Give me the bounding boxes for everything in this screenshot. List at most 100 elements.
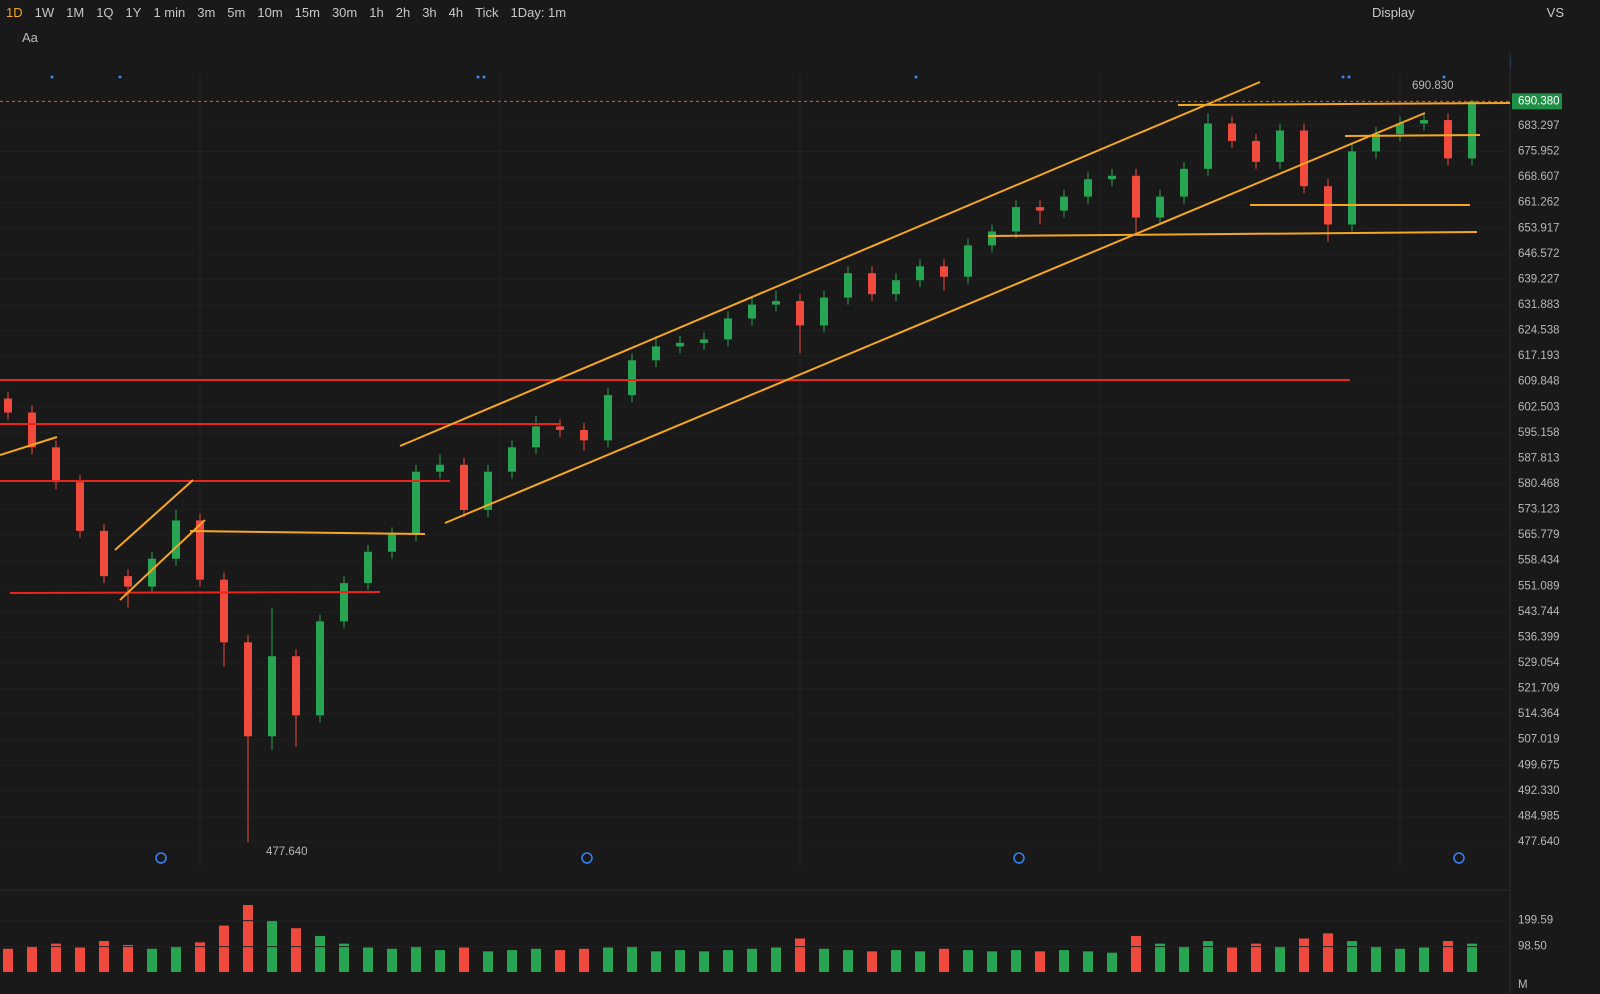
- candle-body: [1420, 120, 1428, 124]
- volume-bar: [3, 948, 13, 972]
- volume-bar: [1107, 952, 1117, 972]
- volume-bar: [1179, 946, 1189, 972]
- candle-body: [1156, 196, 1164, 218]
- volume-tick-label: 98.50: [1518, 941, 1547, 953]
- period-button[interactable]: Tick: [475, 4, 499, 20]
- volume-bar: [99, 941, 109, 972]
- volume-bar: [315, 935, 325, 972]
- interval-select[interactable]: 1Day: 1m: [510, 4, 567, 20]
- y-tick-label: 507.019: [1518, 734, 1560, 746]
- y-tick-label: 514.364: [1518, 708, 1560, 720]
- high-label: 690.830: [1412, 80, 1454, 92]
- period-button[interactable]: 1M: [66, 4, 85, 20]
- period-button[interactable]: 3m: [197, 4, 216, 20]
- volume-bar: [219, 925, 229, 972]
- candle-body: [820, 297, 828, 326]
- volume-bar: [1395, 948, 1405, 972]
- volume-bar: [1227, 947, 1237, 972]
- period-button[interactable]: 5m: [227, 4, 246, 20]
- y-tick-label: 580.468: [1518, 478, 1560, 490]
- candle-body: [1228, 123, 1236, 141]
- volume-bar: [963, 950, 973, 972]
- candle-body: [28, 412, 36, 448]
- volume-bar: [795, 938, 805, 972]
- y-tick-label: 602.503: [1518, 401, 1560, 413]
- volume-bar: [147, 948, 157, 972]
- y-tick-label: 477.640: [1518, 836, 1560, 848]
- volume-bar: [363, 947, 373, 972]
- y-tick-label: 587.813: [1518, 452, 1560, 464]
- volume-bar: [1203, 941, 1213, 972]
- volume-bar: [675, 950, 685, 972]
- volume-bar: [459, 947, 469, 972]
- candle-body: [412, 471, 420, 535]
- volume-bar: [843, 950, 853, 972]
- candle-body: [772, 301, 780, 305]
- period-button[interactable]: 15m: [294, 4, 320, 20]
- y-tick-label: 521.709: [1518, 683, 1560, 695]
- candle-body: [1132, 175, 1140, 218]
- candle-body: [1396, 123, 1404, 134]
- display-menu[interactable]: Display: [1372, 4, 1415, 20]
- candle-body: [436, 464, 444, 472]
- volume-bar: [939, 948, 949, 972]
- candle-body: [292, 656, 300, 716]
- event-markers: [155, 852, 1465, 864]
- candle-body: [1252, 140, 1260, 162]
- period-button[interactable]: 1Q: [96, 4, 114, 20]
- y-tick-label: 668.607: [1518, 171, 1560, 183]
- candle-body: [532, 426, 540, 448]
- candle-body: [1348, 151, 1356, 225]
- candle-body: [604, 395, 612, 441]
- volume-bar: [555, 950, 565, 972]
- candle-body: [1300, 130, 1308, 187]
- candle-body: [700, 339, 708, 343]
- y-tick-label: 661.262: [1518, 197, 1560, 209]
- period-button[interactable]: 30m: [331, 4, 358, 20]
- volume-bar: [1299, 938, 1309, 972]
- volume-bar: [531, 948, 541, 972]
- volume-bar: [507, 950, 517, 972]
- candle-body: [724, 318, 732, 340]
- period-button[interactable]: 2h: [395, 4, 411, 20]
- period-button[interactable]: 3h: [422, 4, 437, 20]
- candle-body: [748, 304, 756, 319]
- y-tick-label: 499.675: [1518, 759, 1560, 771]
- compare-button[interactable]: VS: [1546, 4, 1564, 20]
- volume-bar: [723, 950, 733, 972]
- y-tick-label: 492.330: [1518, 785, 1560, 797]
- volume-bar: [1083, 951, 1093, 972]
- y-tick-label: 558.434: [1518, 555, 1560, 567]
- period-button[interactable]: 1D: [6, 4, 23, 20]
- period-button[interactable]: 1W: [34, 4, 55, 20]
- candle-body: [1108, 175, 1116, 180]
- candle-body: [1084, 179, 1092, 197]
- candle-body: [892, 280, 900, 295]
- candle-body: [556, 426, 564, 430]
- volume-bar: [51, 943, 61, 972]
- candle-body: [76, 482, 84, 531]
- candle-body: [268, 656, 276, 737]
- vertical-grid: [199, 74, 1401, 868]
- volume-bar: [1371, 946, 1381, 972]
- volume-bar: [579, 948, 589, 972]
- candle-body: [172, 520, 180, 559]
- candle-body: [100, 530, 108, 577]
- period-button[interactable]: 4h: [448, 4, 464, 20]
- candle-body: [844, 273, 852, 298]
- text-tool[interactable]: Aa: [22, 30, 38, 45]
- period-button[interactable]: 1h: [369, 4, 384, 20]
- period-button[interactable]: 1 min: [153, 4, 186, 20]
- volume-bar: [819, 948, 829, 972]
- candle-body: [244, 642, 252, 737]
- volume-tick-label: 199.59: [1518, 915, 1553, 927]
- period-button[interactable]: 10m: [257, 4, 283, 20]
- volume-bar: [1323, 933, 1333, 972]
- candle-body: [52, 447, 60, 483]
- volume-bar: [483, 951, 493, 972]
- period-button[interactable]: 1Y: [125, 4, 142, 20]
- y-tick-label: 543.744: [1518, 606, 1560, 618]
- volume-bar: [1467, 943, 1477, 972]
